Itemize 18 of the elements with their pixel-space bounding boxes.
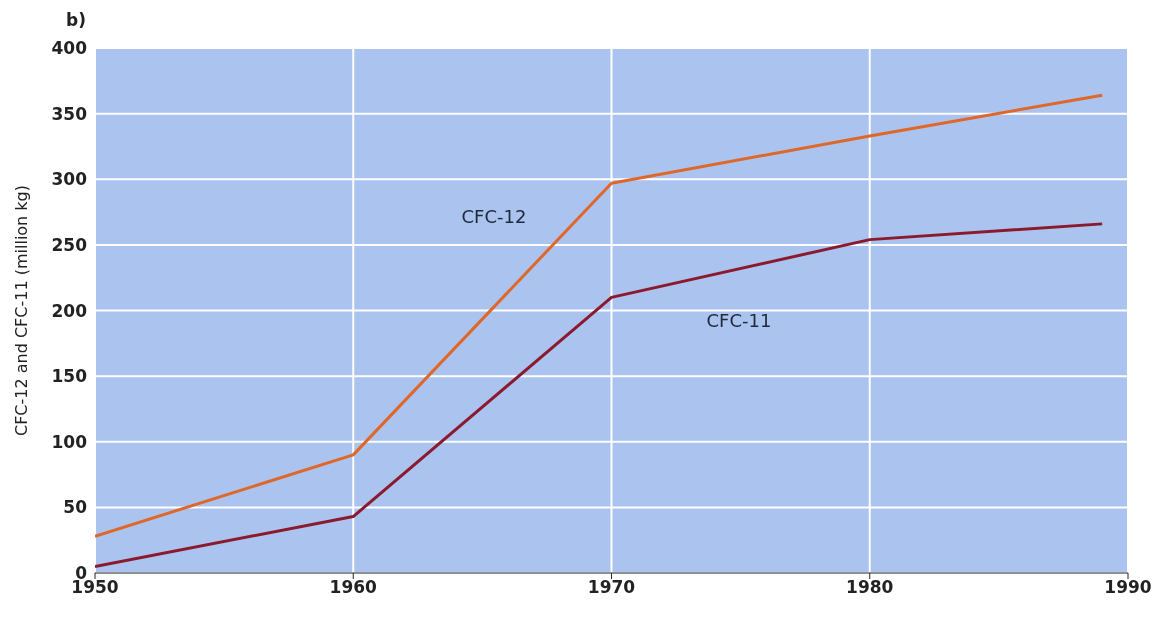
y-tick-label: 200 xyxy=(51,300,88,321)
y-tick-label: 300 xyxy=(51,169,88,190)
y-tick-label: 400 xyxy=(51,38,88,59)
line-series xyxy=(95,222,1104,568)
y-tick-label: 350 xyxy=(51,103,88,124)
y-axis-title: CFC-12 and CFC-11 (million kg) xyxy=(11,184,31,437)
x-tick-label: 1980 xyxy=(846,577,894,598)
y-tick-label: 50 xyxy=(63,497,88,518)
line-series xyxy=(95,93,1104,538)
y-tick-label: 250 xyxy=(51,234,88,255)
x-tick-label: 1990 xyxy=(1104,577,1152,598)
y-tick-label: 150 xyxy=(51,366,88,387)
series-label: CFC-11 xyxy=(706,310,772,332)
y-tick-label: 100 xyxy=(51,431,88,452)
x-tick-label: 1960 xyxy=(329,577,378,598)
series-label: CFC-12 xyxy=(461,206,527,228)
chart-title: b) xyxy=(66,10,86,30)
x-tick-label: 1970 xyxy=(587,577,636,598)
